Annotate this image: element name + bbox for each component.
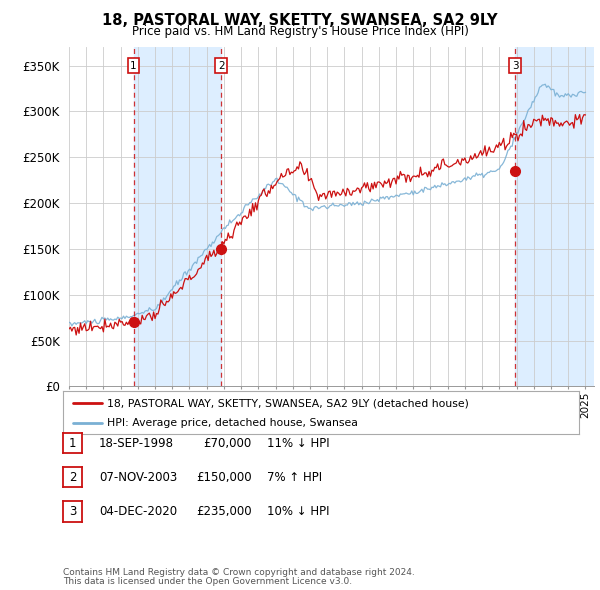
Text: 10% ↓ HPI: 10% ↓ HPI bbox=[267, 505, 329, 518]
Text: 07-NOV-2003: 07-NOV-2003 bbox=[99, 471, 177, 484]
Text: This data is licensed under the Open Government Licence v3.0.: This data is licensed under the Open Gov… bbox=[63, 578, 352, 586]
Bar bbox=[515, 47, 594, 386]
Text: 1: 1 bbox=[130, 61, 137, 71]
Text: HPI: Average price, detached house, Swansea: HPI: Average price, detached house, Swan… bbox=[107, 418, 358, 428]
Text: 2: 2 bbox=[218, 61, 224, 71]
Text: Contains HM Land Registry data © Crown copyright and database right 2024.: Contains HM Land Registry data © Crown c… bbox=[63, 568, 415, 577]
Text: 3: 3 bbox=[69, 505, 76, 518]
Text: 2: 2 bbox=[69, 471, 76, 484]
Text: 1: 1 bbox=[69, 437, 76, 450]
Text: 11% ↓ HPI: 11% ↓ HPI bbox=[267, 437, 329, 450]
Bar bbox=[134, 47, 221, 386]
Text: £235,000: £235,000 bbox=[196, 505, 252, 518]
Text: 18, PASTORAL WAY, SKETTY, SWANSEA, SA2 9LY (detached house): 18, PASTORAL WAY, SKETTY, SWANSEA, SA2 9… bbox=[107, 398, 469, 408]
Text: 04-DEC-2020: 04-DEC-2020 bbox=[99, 505, 177, 518]
Text: 18-SEP-1998: 18-SEP-1998 bbox=[99, 437, 174, 450]
Text: 3: 3 bbox=[512, 61, 518, 71]
Text: 7% ↑ HPI: 7% ↑ HPI bbox=[267, 471, 322, 484]
Text: £150,000: £150,000 bbox=[196, 471, 252, 484]
Text: 18, PASTORAL WAY, SKETTY, SWANSEA, SA2 9LY: 18, PASTORAL WAY, SKETTY, SWANSEA, SA2 9… bbox=[102, 13, 498, 28]
Text: £70,000: £70,000 bbox=[204, 437, 252, 450]
Text: Price paid vs. HM Land Registry's House Price Index (HPI): Price paid vs. HM Land Registry's House … bbox=[131, 25, 469, 38]
